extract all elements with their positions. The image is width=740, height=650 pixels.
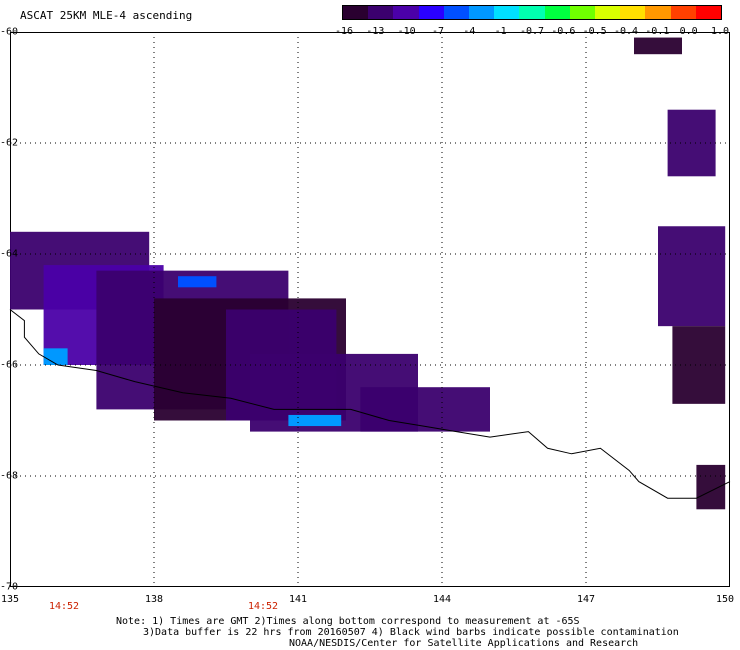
colorbar-segment	[393, 6, 420, 19]
lat-label: -60	[0, 26, 19, 38]
lat-label: -64	[0, 248, 19, 260]
colorbar-segment	[443, 6, 470, 19]
colorbar-tick-label: -1	[494, 26, 507, 37]
colorbar-tick-label: -10	[397, 26, 416, 37]
colorbar-tick-label: 0.0	[679, 26, 698, 37]
colorbar-segment	[494, 6, 521, 19]
wind-swath-highlight	[43, 348, 68, 365]
lat-label: -70	[0, 581, 19, 593]
pass-time: 14:52	[247, 601, 279, 612]
wind-swath	[634, 37, 682, 55]
wind-swath	[658, 226, 726, 327]
colorbar-segment	[695, 6, 721, 19]
lat-label: -68	[0, 470, 19, 482]
colorbar-tick-label: -0.1	[645, 26, 670, 37]
colorbar-tick-label: -16	[334, 26, 354, 37]
colorbar-tick-label: 1.0	[710, 26, 730, 37]
map-title: ASCAT 25KM MLE-4 ascending	[20, 9, 193, 22]
lat-label: -62	[0, 137, 19, 149]
colorbar-segment	[569, 6, 596, 19]
wind-swath	[696, 464, 726, 510]
lon-label: 135	[0, 594, 20, 605]
colorbar-segment	[645, 6, 672, 19]
wind-swath	[360, 387, 490, 432]
wind-swath-highlight	[178, 276, 217, 288]
colorbar-tick-label: -0.7	[519, 26, 545, 37]
wind-swath	[672, 326, 726, 404]
footnote-line-3: NOAA/NESDIS/Center for Satellite Applica…	[289, 638, 639, 649]
colorbar-segment	[343, 6, 370, 19]
colorbar-tick-label: -0.6	[551, 26, 576, 37]
lon-label: 150	[715, 594, 735, 605]
colorbar-tick-label: -4	[463, 26, 476, 37]
colorbar-segment	[544, 6, 571, 19]
coastline	[9, 309, 731, 499]
colorbar-segment	[620, 6, 647, 19]
pass-time: 14:52	[48, 601, 80, 612]
lon-label: 138	[144, 594, 164, 605]
footnote-line-1: Note: 1) Times are GMT 2)Times along bot…	[116, 616, 580, 627]
colorbar-segment	[670, 6, 697, 19]
colorbar-tick-label: -0.5	[582, 26, 607, 37]
colorbar-tick-label: -13	[366, 26, 385, 37]
colorbar-segment	[418, 6, 445, 19]
wind-swath-highlight	[288, 414, 342, 427]
colorbar-segment	[595, 6, 622, 19]
footnote-line-2: 3)Data buffer is 22 hrs from 20160507 4)…	[143, 627, 679, 638]
colorbar-tick-label: -7	[431, 26, 445, 37]
colorbar	[342, 5, 722, 20]
colorbar-segment	[368, 6, 395, 19]
lon-label: 141	[288, 594, 308, 605]
lat-label: -66	[0, 359, 19, 371]
lon-label: 147	[576, 594, 596, 605]
colorbar-tick-label: -0.4	[613, 26, 639, 37]
colorbar-segment	[469, 6, 496, 19]
wind-swath	[667, 109, 716, 177]
colorbar-segment	[519, 6, 546, 19]
lon-label: 144	[432, 594, 452, 605]
